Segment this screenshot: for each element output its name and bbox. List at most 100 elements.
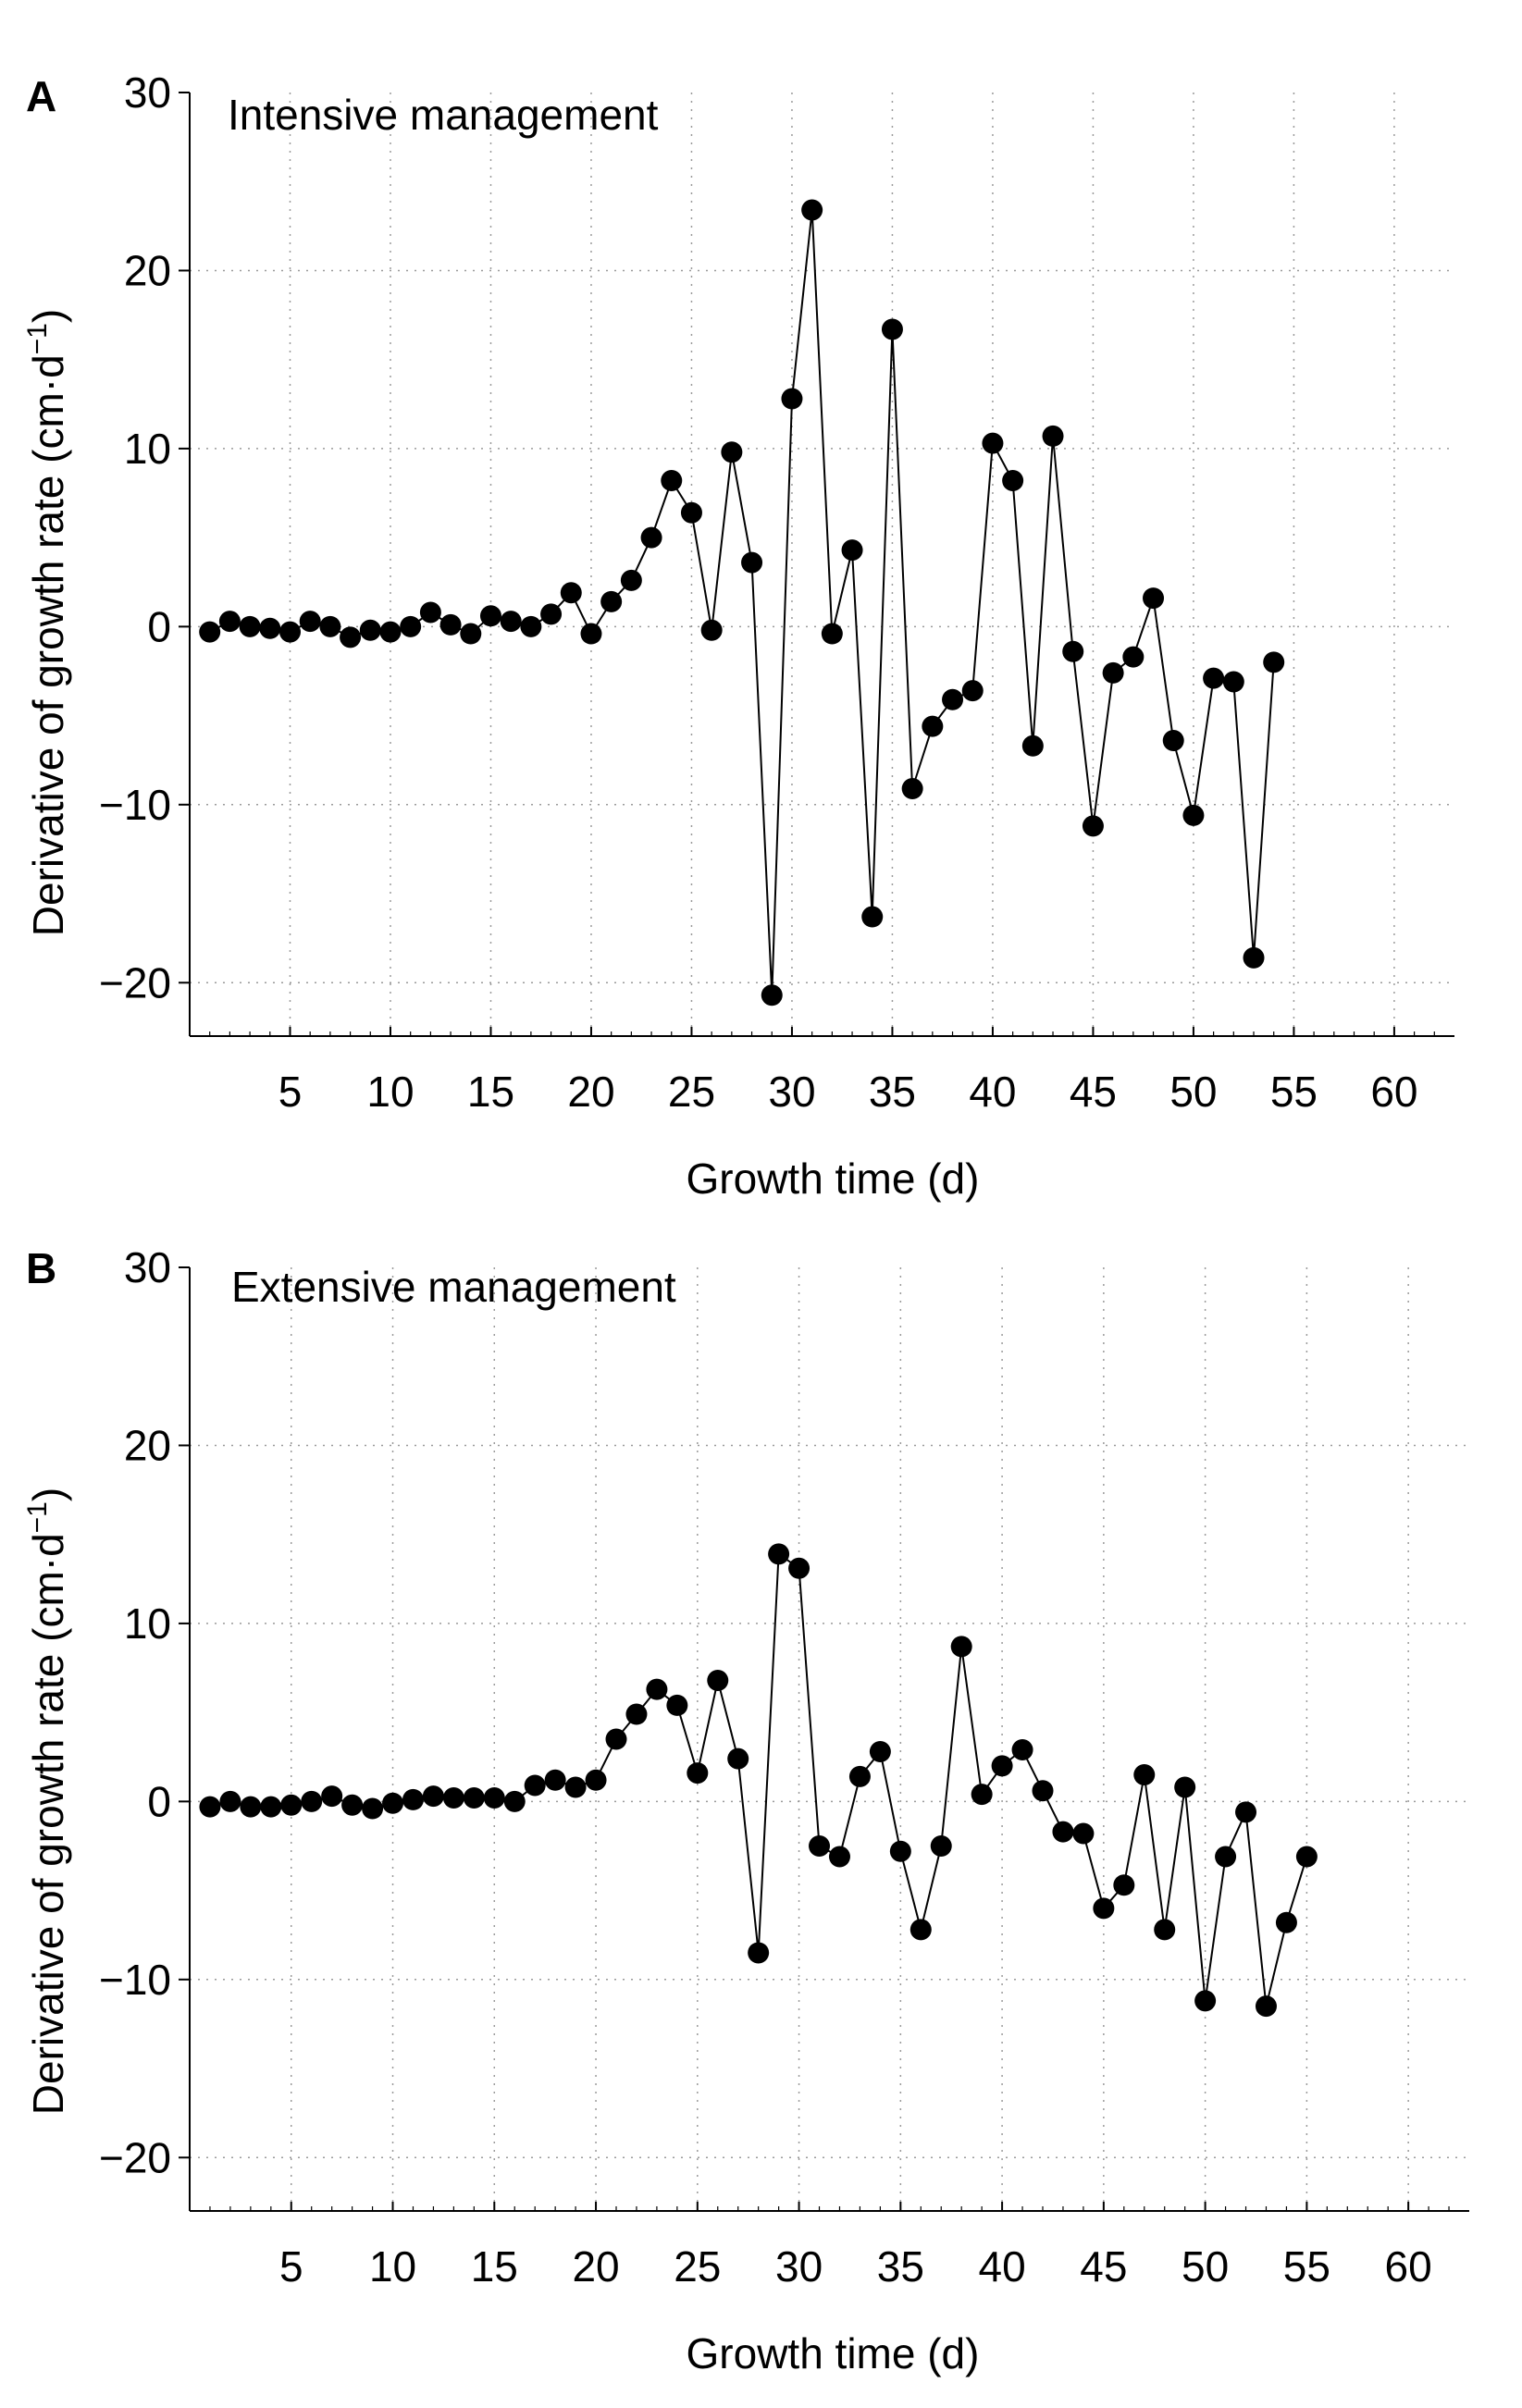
- panel-a-y-axis-label-main: Derivative of growth rate (cm·d: [24, 354, 72, 936]
- panel-b-y-tick-label-2: 0: [147, 1777, 171, 1825]
- panel-a-point-13: [439, 613, 462, 636]
- panel-b-point-44: [1072, 1822, 1095, 1845]
- panel-b-point-31: [809, 1834, 831, 1857]
- panel-a-point-32: [821, 623, 843, 645]
- panel-a-point-6: [299, 611, 321, 633]
- panel-b-annotation: Extensive management: [231, 1263, 676, 1311]
- panel-a-x-tick-label-11: 60: [1370, 1068, 1417, 1116]
- panel-a-point-5: [278, 621, 301, 643]
- panel-b-x-tick-label-9: 50: [1182, 2242, 1229, 2291]
- panel-a-x-tick-label-7: 40: [969, 1068, 1016, 1116]
- panel-b-point-55: [1295, 1846, 1318, 1868]
- panel-a-point-37: [922, 715, 944, 737]
- panel-a-y-tick-label-1: −10: [99, 781, 171, 829]
- panel-a-y-tick-label-5: 30: [124, 68, 171, 117]
- panel-a-point-34: [861, 906, 884, 928]
- panel-a-point-43: [1042, 425, 1064, 447]
- panel-a-point-18: [540, 603, 563, 625]
- panel-b-point-53: [1255, 1995, 1277, 2018]
- panel-b-x-axis-label: Growth time (d): [687, 2329, 980, 2377]
- panel-b-point-5: [280, 1794, 303, 1816]
- panel-b-grid: [190, 1267, 1469, 2211]
- panel-b-x-tick-label-8: 45: [1080, 2242, 1127, 2291]
- panel-b-label: B: [26, 1244, 56, 1292]
- panel-a-point-46: [1102, 661, 1124, 684]
- panel-b-y-tick-label-0: −20: [99, 2133, 171, 2181]
- panel-b-point-47: [1133, 1763, 1156, 1785]
- panel-b-point-11: [402, 1788, 424, 1810]
- panel-a-point-33: [841, 539, 863, 562]
- panel-a-x-axis-label: Growth time (d): [687, 1155, 980, 1203]
- panel-b-point-41: [1011, 1739, 1033, 1761]
- panel-a-x-tick-label-10: 55: [1270, 1068, 1318, 1116]
- panel-b-point-48: [1154, 1919, 1176, 1941]
- panel-a-point-23: [640, 526, 662, 549]
- panel-b-point-14: [463, 1787, 485, 1809]
- panel-a-point-50: [1182, 804, 1205, 826]
- panel-b-point-3: [240, 1796, 262, 1818]
- panel-a-ticks: 5 10 15 20 25 30 35 40 45 50 55 60 −20 −10 0 10 20 30: [99, 68, 1435, 1116]
- panel-a-point-40: [982, 432, 1004, 454]
- panel-a-point-19: [560, 582, 582, 604]
- panel-b-point-35: [889, 1840, 911, 1862]
- panel-b-point-20: [585, 1769, 607, 1791]
- panel-a-point-26: [700, 619, 723, 641]
- panel-a-point-28: [741, 551, 763, 574]
- panel-b-point-18: [544, 1769, 566, 1791]
- panel-b-point-8: [341, 1794, 364, 1816]
- panel-b-ticks: 5 10 15 20 25 30 35 40 45 50 55 60 −20 −10 0 10 20 30: [99, 1243, 1450, 2291]
- panel-b-x-tick-label-11: 60: [1385, 2242, 1432, 2291]
- panel-b-point-37: [930, 1834, 952, 1857]
- panel-a-series-line: [209, 209, 1275, 995]
- panel-a-point-21: [600, 590, 623, 612]
- panel-a-point-45: [1082, 815, 1104, 837]
- panel-b-point-15: [483, 1787, 505, 1809]
- panel-a-point-1: [199, 621, 221, 643]
- panel-b-y-tick-label-4: 20: [124, 1421, 171, 1469]
- panel-a-point-8: [340, 626, 362, 648]
- panel-b-x-tick-label-0: 5: [279, 2242, 303, 2291]
- panel-a-point-16: [500, 611, 522, 633]
- panel-a-y-axis-label-close: ): [24, 309, 72, 323]
- panel-a-point-38: [942, 688, 964, 710]
- panel-b-point-19: [564, 1776, 587, 1798]
- panel-b-point-42: [1032, 1780, 1054, 1802]
- panel-b-point-2: [219, 1790, 241, 1812]
- panel-a-point-31: [801, 199, 823, 221]
- panel-a: 5 10 15 20 25 30 35 40 45 50 55 60 −20 −10 0 10 20 30 A I…: [22, 68, 1454, 1203]
- panel-b-point-40: [991, 1755, 1013, 1777]
- panel-b-point-52: [1235, 1801, 1257, 1823]
- panel-a-point-54: [1263, 651, 1285, 673]
- panel-a-point-52: [1222, 671, 1244, 693]
- panel-a-x-tick-label-4: 25: [668, 1068, 715, 1116]
- panel-b-point-16: [503, 1790, 526, 1812]
- panel-a-point-44: [1062, 640, 1084, 662]
- panel-b-point-33: [848, 1765, 871, 1787]
- panel-b-point-39: [971, 1784, 993, 1806]
- panel-b-point-7: [321, 1785, 343, 1808]
- panel-b: 5 10 15 20 25 30 35 40 45 50 55 60 −20 −10 0 10 20 30 B E…: [22, 1243, 1469, 2377]
- panel-b-point-28: [748, 1942, 770, 1964]
- panel-a-point-27: [721, 441, 743, 463]
- panel-a-point-48: [1143, 587, 1165, 610]
- panel-a-point-24: [661, 470, 683, 492]
- panel-b-point-30: [788, 1557, 810, 1579]
- panel-b-x-tick-label-10: 55: [1283, 2242, 1330, 2291]
- panel-b-point-49: [1174, 1776, 1196, 1798]
- panel-b-point-26: [707, 1669, 729, 1691]
- panel-b-x-tick-label-7: 40: [979, 2242, 1026, 2291]
- panel-a-point-9: [359, 619, 381, 641]
- panel-b-y-axis-label-main: Derivative of growth rate (cm·d: [24, 1533, 72, 2115]
- panel-a-axes: [189, 93, 1454, 1037]
- panel-b-point-12: [422, 1785, 444, 1808]
- panel-b-point-6: [301, 1790, 323, 1812]
- panel-b-x-tick-label-4: 25: [674, 2242, 721, 2291]
- panel-a-point-49: [1162, 730, 1184, 752]
- panel-a-x-tick-label-9: 50: [1169, 1068, 1217, 1116]
- panel-b-point-10: [382, 1792, 404, 1814]
- panel-b-point-43: [1052, 1821, 1074, 1843]
- panel-a-point-36: [901, 777, 923, 799]
- panel-a-annotation: Intensive management: [228, 91, 659, 139]
- panel-b-x-tick-label-2: 15: [471, 2242, 518, 2291]
